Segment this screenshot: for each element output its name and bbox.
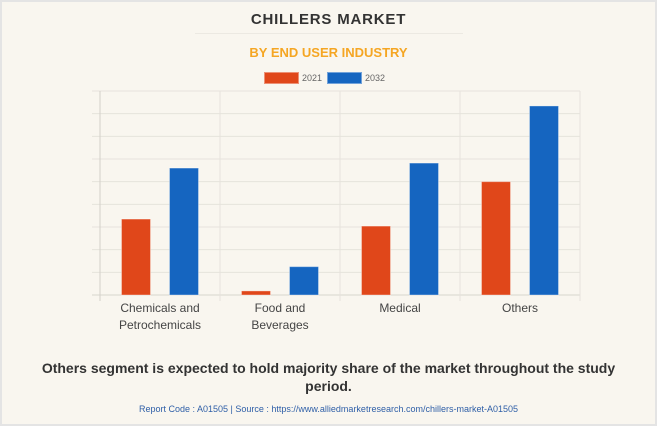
x-tick-label-line: Others (502, 301, 538, 315)
x-tick-label: Chemicals and Petrochemicals (119, 301, 201, 332)
x-tick-label: Food and Beverages (251, 301, 308, 332)
bar-2032-2[interactable] (409, 162, 439, 296)
x-tick-label-line: Medical (379, 301, 420, 315)
title-divider (195, 33, 463, 34)
bar-2032-1[interactable] (289, 266, 319, 296)
chart-title: CHILLERS MARKET (250, 11, 407, 28)
legend-label-2032: 2032 (365, 73, 386, 83)
bar-2032-0[interactable] (169, 167, 199, 296)
bar-2021-3[interactable] (481, 181, 511, 296)
x-tick-label: Medical (379, 301, 420, 315)
insight-note: Others segment is expected to hold major… (41, 360, 616, 394)
bar-2021-2[interactable] (361, 225, 391, 296)
legend-label-2021: 2021 (302, 73, 323, 83)
legend-item-2032: 2032 (327, 72, 385, 84)
source-line[interactable]: Report Code : A01505 | Source : https://… (138, 404, 518, 414)
bar-2032-3[interactable] (529, 105, 559, 296)
legend-item-2021: 2021 (264, 72, 322, 84)
x-tick-label: Others (502, 301, 538, 315)
legend-swatch-2032 (327, 72, 362, 84)
x-axis-labels: Chemicals and Petrochemicals Food and Bever… (119, 301, 538, 332)
bar-chart: Chemicals and Petrochemicals Food and Bever… (92, 90, 581, 332)
x-tick-label-line: Chemicals and (120, 301, 199, 315)
bar-2021-1[interactable] (241, 290, 271, 296)
legend-swatch-2021 (264, 72, 299, 84)
bars (121, 105, 559, 296)
x-tick-label-line: Beverages (251, 318, 308, 332)
x-tick-label-line: Petrochemicals (119, 318, 201, 332)
chart-subtitle: BY END USER INDUSTRY (249, 45, 408, 60)
x-tick-label-line: Food and (255, 301, 306, 315)
bar-2021-0[interactable] (121, 218, 151, 296)
